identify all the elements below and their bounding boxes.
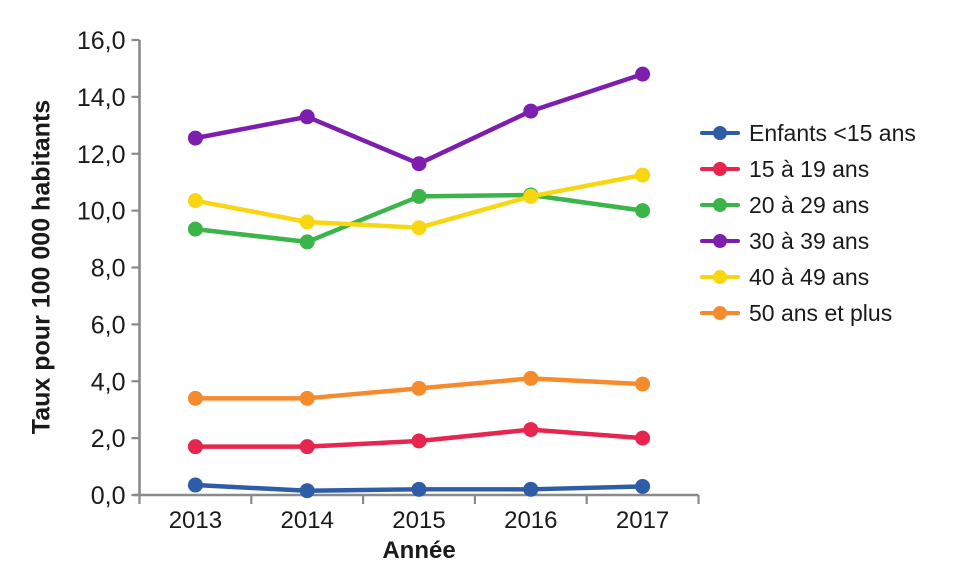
data-point: [187, 477, 203, 493]
legend-line-marker-icon: [700, 306, 740, 320]
y-axis-title: Taux pour 100 000 habitants: [27, 99, 56, 435]
data-point: [635, 430, 651, 446]
x-axis: 2013 2014 2015 2016 2017: [138, 495, 700, 534]
y-tick-label: 8,0: [91, 255, 126, 283]
data-point: [523, 422, 539, 438]
legend-label: 20 à 29 ans: [749, 191, 870, 218]
y-tick-label: 14,0: [77, 84, 126, 112]
series-3: [187, 66, 651, 172]
data-point: [187, 221, 203, 237]
data-point: [523, 103, 539, 119]
data-point: [299, 109, 315, 125]
data-point: [635, 376, 651, 392]
data-point: [635, 203, 651, 219]
series-5: [187, 370, 651, 406]
legend-label: 40 à 49 ans: [749, 263, 870, 290]
y-tick-label: 4,0: [91, 368, 126, 396]
x-tick-label: 2013: [169, 507, 222, 534]
legend-label: 50 ans et plus: [749, 299, 893, 326]
series-4: [187, 167, 651, 236]
series-line: [193, 71, 645, 166]
y-tick-label: 10,0: [77, 198, 126, 226]
data-point: [635, 167, 651, 183]
data-point: [299, 214, 315, 230]
data-point: [411, 188, 427, 204]
legend-item: 40 à 49 ans: [700, 259, 916, 295]
series-0: [187, 477, 651, 499]
data-point: [299, 483, 315, 499]
data-point: [411, 156, 427, 172]
y-tick-label: 2,0: [91, 425, 126, 453]
legend-item: 30 à 39 ans: [700, 223, 916, 259]
legend-item: 15 à 19 ans: [700, 151, 916, 187]
x-tick-label: 2014: [281, 507, 334, 534]
data-point: [523, 481, 539, 497]
x-axis-title: Année: [382, 537, 456, 564]
legend-line-marker-icon: [700, 198, 740, 212]
legend-line-marker-icon: [700, 234, 740, 248]
y-axis: 0,0 2,0 4,0 6,0 8,0 10,0 12,0 14,0 16,0: [77, 27, 140, 510]
data-point: [299, 234, 315, 250]
data-point: [523, 188, 539, 204]
x-tick-label: 2017: [616, 507, 669, 534]
data-point: [187, 130, 203, 146]
legend-dot-icon: [713, 306, 727, 320]
legend-dot-icon: [713, 270, 727, 284]
legend-dot-icon: [713, 234, 727, 248]
data-point: [635, 66, 651, 82]
legend-line-marker-icon: [700, 126, 740, 140]
data-point: [187, 390, 203, 406]
data-point: [299, 439, 315, 455]
legend-item: 20 à 29 ans: [700, 187, 916, 223]
data-point: [411, 481, 427, 497]
axes: [133, 40, 699, 497]
data-point: [187, 439, 203, 455]
legend-item: 50 ans et plus: [700, 295, 916, 331]
series-1: [187, 422, 651, 455]
data-point: [523, 370, 539, 386]
y-tick-label: 0,0: [91, 482, 126, 510]
y-tick-label: 16,0: [77, 27, 126, 55]
data-point: [187, 193, 203, 209]
legend-label: Enfants <15 ans: [749, 119, 916, 146]
legend-label: 15 à 19 ans: [749, 155, 870, 182]
x-tick-label: 2015: [392, 507, 445, 534]
data-point: [299, 390, 315, 406]
series-2: [187, 187, 651, 250]
legend-dot-icon: [713, 198, 727, 212]
y-tick-label: 12,0: [77, 141, 126, 169]
legend-label: 30 à 39 ans: [749, 227, 870, 254]
data-point: [411, 380, 427, 396]
legend-line-marker-icon: [700, 270, 740, 284]
x-tick-label: 2016: [504, 507, 557, 534]
legend-dot-icon: [713, 162, 727, 176]
legend-line-marker-icon: [700, 162, 740, 176]
data-point: [411, 220, 427, 236]
legend-item: Enfants <15 ans: [700, 115, 916, 151]
y-tick-label: 6,0: [91, 311, 126, 339]
legend-dot-icon: [713, 126, 727, 140]
data-point: [411, 433, 427, 449]
data-point: [635, 478, 651, 494]
legend: Enfants <15 ans 15 à 19 ans 20 à 29 ans 30 …: [700, 115, 916, 331]
